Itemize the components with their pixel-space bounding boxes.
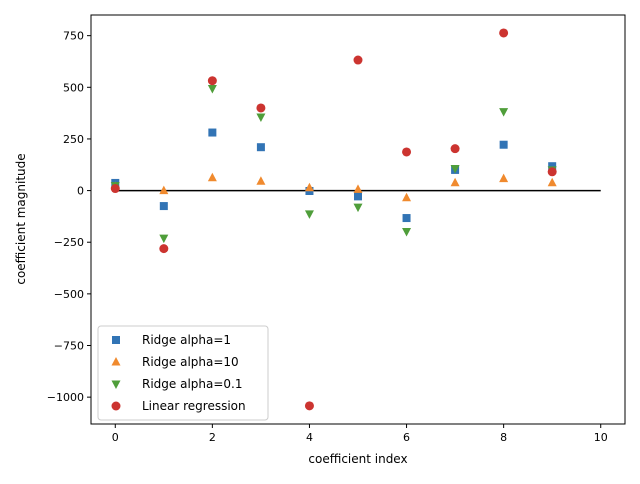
data-point-series-3 (159, 244, 169, 254)
data-point-series-2 (450, 164, 460, 174)
y-tick-label: 250 (63, 133, 84, 146)
data-point-series-3 (547, 167, 557, 177)
data-point-series-3 (499, 28, 509, 38)
legend-marker-0 (112, 336, 120, 344)
data-point-series-1 (450, 177, 460, 187)
y-axis-label: coefficient magnitude (14, 153, 28, 284)
data-point-series-0 (499, 140, 508, 149)
legend-marker-1 (111, 357, 121, 366)
chart-marks (110, 28, 601, 411)
legend: Ridge alpha=1 Ridge alpha=10 Ridge alpha=0… (97, 325, 269, 421)
x-tick-label: 8 (500, 431, 507, 444)
y-tick-label: −750 (54, 340, 84, 353)
legend-marker-3 (111, 401, 121, 411)
data-point-series-3 (207, 76, 217, 86)
legend-label: Ridge alpha=10 (142, 355, 239, 369)
plot-frame (90, 14, 626, 425)
data-point-series-3 (304, 401, 314, 411)
data-point-series-2 (256, 113, 266, 123)
x-tick-label: 0 (112, 431, 119, 444)
data-point-series-0 (256, 143, 265, 152)
data-point-series-0 (354, 192, 362, 201)
x-tick-label: 4 (306, 431, 313, 444)
x-tick-label: 10 (594, 431, 608, 444)
data-point-series-1 (304, 182, 314, 192)
data-point-series-0 (548, 162, 557, 171)
data-point-series-2 (159, 234, 169, 244)
data-point-series-1 (353, 184, 363, 193)
data-point-series-3 (402, 147, 412, 157)
data-point-series-2 (499, 108, 509, 117)
y-tick-label: 0 (77, 185, 84, 198)
y-tick-label: 500 (63, 81, 84, 94)
legend-label: Linear regression (142, 399, 246, 413)
legend-label: Ridge alpha=0.1 (142, 377, 243, 391)
x-axis-label: coefficient index (308, 452, 407, 466)
data-point-series-2 (402, 227, 412, 237)
data-point-series-0 (159, 202, 168, 211)
data-point-series-0 (208, 128, 217, 137)
data-point-series-2 (207, 85, 217, 94)
data-point-series-1 (499, 173, 509, 183)
data-point-series-1 (547, 177, 557, 187)
data-point-series-1 (159, 185, 169, 195)
data-point-series-3 (450, 144, 460, 154)
data-point-series-3 (110, 184, 120, 194)
data-point-series-1 (256, 176, 266, 185)
legend-label: Ridge alpha=1 (142, 333, 231, 347)
legend-box (97, 325, 269, 421)
data-point-series-1 (207, 172, 217, 182)
data-point-series-1 (402, 192, 412, 202)
data-point-series-3 (256, 103, 266, 113)
y-tick-label: −500 (54, 288, 84, 301)
data-point-series-3 (353, 55, 363, 65)
data-point-series-2 (353, 203, 363, 213)
y-tick-label: −250 (54, 236, 84, 249)
chart-axes: 0 2 4 6 8 10 −1000 −750 −500 −250 0 250 500 750 (47, 14, 626, 444)
y-tick-label: 750 (63, 30, 84, 43)
data-point-series-2 (304, 210, 314, 219)
y-tick-label: −1000 (47, 391, 84, 404)
data-point-series-0 (402, 214, 411, 223)
x-tick-label: 6 (403, 431, 410, 444)
x-tick-label: 2 (209, 431, 216, 444)
legend-marker-2 (111, 380, 121, 389)
